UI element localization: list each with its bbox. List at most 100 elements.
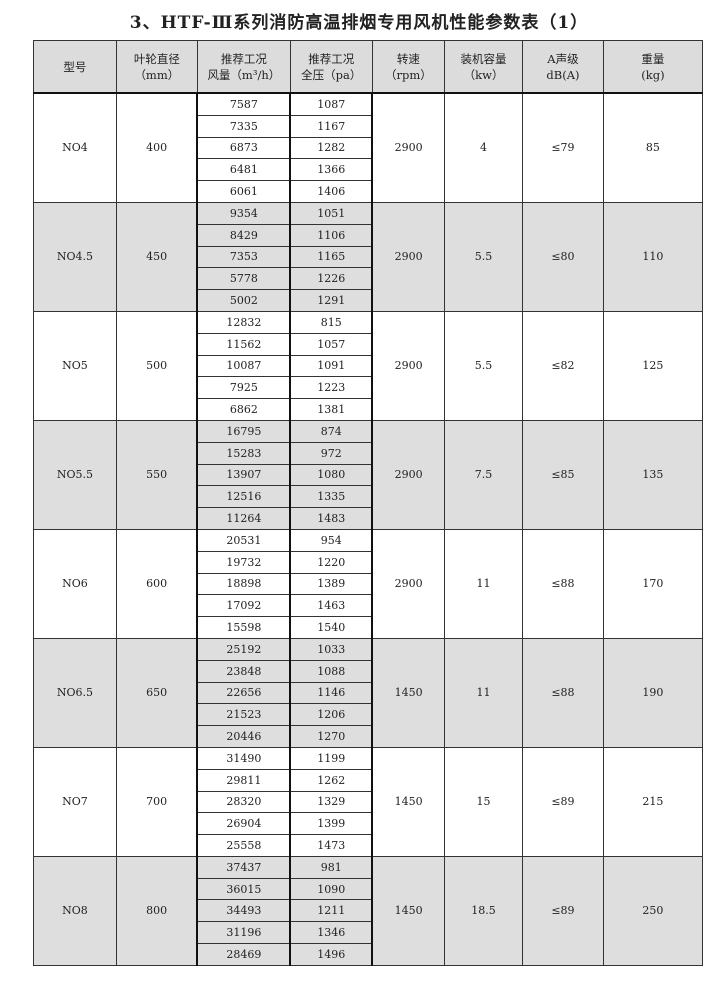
pressure-cell: 1270 — [289, 725, 374, 748]
pressure-cell: 1262 — [289, 768, 374, 792]
table-row: 28320 1329 — [34, 790, 703, 814]
pressure-cell: 1106 — [289, 223, 374, 247]
flow-cell: 23848 — [196, 659, 292, 683]
diameter-cell: 450 — [115, 201, 198, 312]
diameter-cell: 800 — [115, 855, 198, 966]
flow-cell: 19732 — [196, 550, 292, 574]
noise-cell: ≤85 — [522, 419, 604, 530]
table-row: 36015 1090 — [34, 877, 703, 901]
table-row: 7353 1165 — [34, 245, 703, 269]
header-pressure: 推荐工况 全压（pa） — [289, 40, 373, 94]
table-row: 26904 1399 — [34, 812, 703, 836]
header-weight: 重量 (kg) — [602, 40, 704, 94]
table-row: 17092 1463 — [34, 594, 703, 618]
pressure-cell: 1051 — [289, 201, 374, 225]
rpm-cell: 1450 — [371, 855, 446, 966]
diameter-cell: 500 — [115, 310, 198, 421]
noise-cell: ≤80 — [522, 201, 604, 312]
pressure-cell: 1381 — [289, 398, 374, 421]
header-unit: 风量（m³/h） — [207, 67, 281, 82]
table-row: 13907 1080 — [34, 463, 703, 487]
flow-cell: 11562 — [196, 332, 292, 356]
header-noise: A声级 dB(A) — [522, 40, 604, 94]
weight-cell: 250 — [602, 855, 704, 966]
table-row: 21523 1206 — [34, 703, 703, 727]
flow-cell: 5002 — [196, 289, 292, 312]
pressure-cell: 1033 — [289, 637, 374, 661]
flow-cell: 29811 — [196, 768, 292, 792]
model-cell: NO6 — [33, 528, 117, 639]
pressure-cell: 1291 — [289, 289, 374, 312]
pressure-cell: 1540 — [289, 616, 374, 639]
table-row: 8429 1106 — [34, 223, 703, 247]
pressure-cell: 1483 — [289, 507, 374, 530]
diameter-cell: 700 — [115, 746, 198, 857]
flow-cell: 25558 — [196, 834, 292, 857]
header-rpm: 转速 （rpm） — [371, 40, 446, 94]
flow-cell: 28469 — [196, 943, 292, 966]
noise-cell: ≤79 — [522, 92, 604, 203]
flow-cell: 12832 — [196, 310, 292, 334]
flow-cell: 28320 — [196, 790, 292, 814]
table-row: NO4.5 450 9354 1051 2900 5.5 ≤80 110 — [33, 201, 704, 312]
power-cell: 18.5 — [444, 855, 524, 966]
weight-cell: 190 — [602, 637, 704, 748]
model-cell: NO4 — [33, 92, 117, 203]
power-cell: 15 — [444, 746, 524, 857]
diameter-cell: 600 — [115, 528, 198, 639]
pressure-cell: 1167 — [289, 114, 374, 138]
power-cell: 7.5 — [444, 419, 524, 530]
table-row: 22656 1146 — [34, 681, 703, 705]
flow-cell: 6873 — [196, 136, 292, 160]
model-cell: NO7 — [33, 746, 117, 857]
table-row: NO4 400 7587 1087 2900 4 ≤79 85 — [33, 92, 704, 203]
table-row: 7925 1223 — [34, 376, 703, 400]
table-row: 11264 1483 — [34, 507, 703, 530]
flow-cell: 25192 — [196, 637, 292, 661]
pressure-cell: 815 — [289, 310, 374, 334]
weight-cell: 215 — [602, 746, 704, 857]
pressure-cell: 1165 — [289, 245, 374, 269]
diameter-cell: 400 — [115, 92, 198, 203]
flow-cell: 8429 — [196, 223, 292, 247]
table-row: NO7 700 31490 1199 1450 15 ≤89 215 — [33, 746, 704, 857]
flow-cell: 13907 — [196, 463, 292, 487]
flow-cell: 7925 — [196, 376, 292, 400]
header-unit: (kg) — [641, 67, 665, 82]
table-row: 34493 1211 — [34, 899, 703, 923]
flow-cell: 37437 — [196, 855, 292, 879]
fan-performance-table: 型号 叶轮直径 （mm） 推荐工况 风量（m³/h） 推荐工况 全压（pa） 转速 （rpm）装… — [33, 40, 704, 966]
table-row: 25558 1473 — [34, 834, 703, 857]
pressure-cell: 1473 — [289, 834, 374, 857]
page-title: 3、HTF-Ⅲ系列消防高温排烟专用风机性能参数表（1） — [129, 13, 589, 33]
header-diameter: 叶轮直径 （mm） — [115, 40, 198, 94]
flow-cell: 9354 — [196, 201, 292, 225]
pressure-cell: 1090 — [289, 877, 374, 901]
header-label: 型号 — [63, 59, 87, 74]
weight-cell: 125 — [602, 310, 704, 421]
pressure-cell: 1346 — [289, 921, 374, 945]
header-label: 推荐工况 — [220, 51, 267, 66]
rpm-cell: 2900 — [371, 528, 446, 639]
rpm-cell: 1450 — [371, 637, 446, 748]
noise-cell: ≤89 — [522, 746, 604, 857]
flow-cell: 7335 — [196, 114, 292, 138]
header-model: 型号 — [33, 40, 117, 94]
pressure-cell: 1329 — [289, 790, 374, 814]
noise-cell: ≤88 — [522, 528, 604, 639]
flow-cell: 20446 — [196, 725, 292, 748]
header-label: 推荐工况 — [308, 51, 355, 66]
table-row: NO5.5 550 16795 874 2900 7.5 ≤85 135 — [33, 419, 704, 530]
flow-cell: 31490 — [196, 746, 292, 770]
table-row: 15283 972 — [34, 441, 703, 465]
header-label: 重量 — [641, 51, 665, 66]
flow-cell: 15283 — [196, 441, 292, 465]
flow-cell: 26904 — [196, 812, 292, 836]
rpm-cell: 2900 — [371, 310, 446, 421]
header-unit: （kw） — [463, 67, 504, 82]
table-row: 6481 1366 — [34, 158, 703, 182]
pressure-cell: 1146 — [289, 681, 374, 705]
model-cell: NO5 — [33, 310, 117, 421]
pressure-cell: 1206 — [289, 703, 374, 727]
pressure-cell: 1223 — [289, 376, 374, 400]
